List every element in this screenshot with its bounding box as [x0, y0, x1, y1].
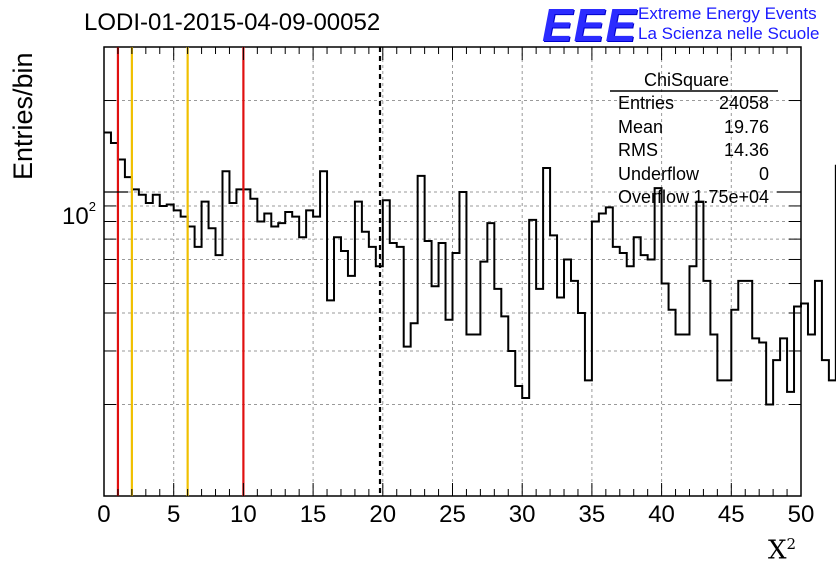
x-tick-label: 30	[508, 501, 536, 528]
logo-text-line2: La Scienza nelle Scuole	[638, 24, 820, 43]
stats-row-label: Overflow	[618, 187, 690, 207]
x-tick-label: 25	[439, 501, 466, 528]
reference-lines	[116, 47, 382, 496]
histogram-steps	[104, 131, 836, 406]
x-tick-label: 40	[648, 501, 675, 528]
stats-row-label: Entries	[618, 93, 675, 113]
x-axis-label-superscript: 2	[786, 535, 797, 553]
x-tick-label: 15	[299, 501, 327, 528]
stats-row-value: 24058	[718, 93, 769, 113]
y-axis-label: Entries/bin	[8, 52, 38, 180]
stats-row-label: RMS	[618, 140, 658, 160]
chart-title: LODI-01-2015-04-09-00052	[84, 9, 381, 36]
grid-lines	[104, 47, 801, 496]
stats-row-label: Mean	[618, 116, 664, 137]
x-tick-label: 20	[369, 501, 397, 528]
x-tick-label: 10	[230, 501, 257, 528]
y-tick-exponent: 2	[88, 199, 96, 214]
y-tick-label: 102	[62, 199, 96, 231]
x-tick-label: 0	[97, 501, 111, 528]
x-tick-label: 35	[578, 501, 606, 528]
stats-box-title: ChiSquare	[644, 70, 730, 90]
x-axis-label-base: X	[768, 535, 787, 566]
stats-row-label: Underflow	[618, 163, 700, 184]
eee-logo: EEE	[542, 0, 638, 51]
logo-text-line1: Extreme Energy Events	[638, 4, 817, 23]
x-tick-label: 5	[167, 501, 181, 528]
histogram	[104, 131, 836, 406]
stats-row-value: 0	[758, 163, 769, 184]
axis-ticks	[103, 47, 802, 496]
stats-row-value: 14.36	[723, 140, 769, 160]
y-tick-base: 10	[62, 203, 89, 230]
x-tick-label: 45	[717, 501, 745, 528]
stats-row-value: 19.76	[723, 116, 769, 137]
stats-row-value: 1.75e+04	[693, 187, 769, 207]
x-tick-label: 50	[787, 501, 815, 528]
x-axis-label: X2	[768, 535, 796, 566]
